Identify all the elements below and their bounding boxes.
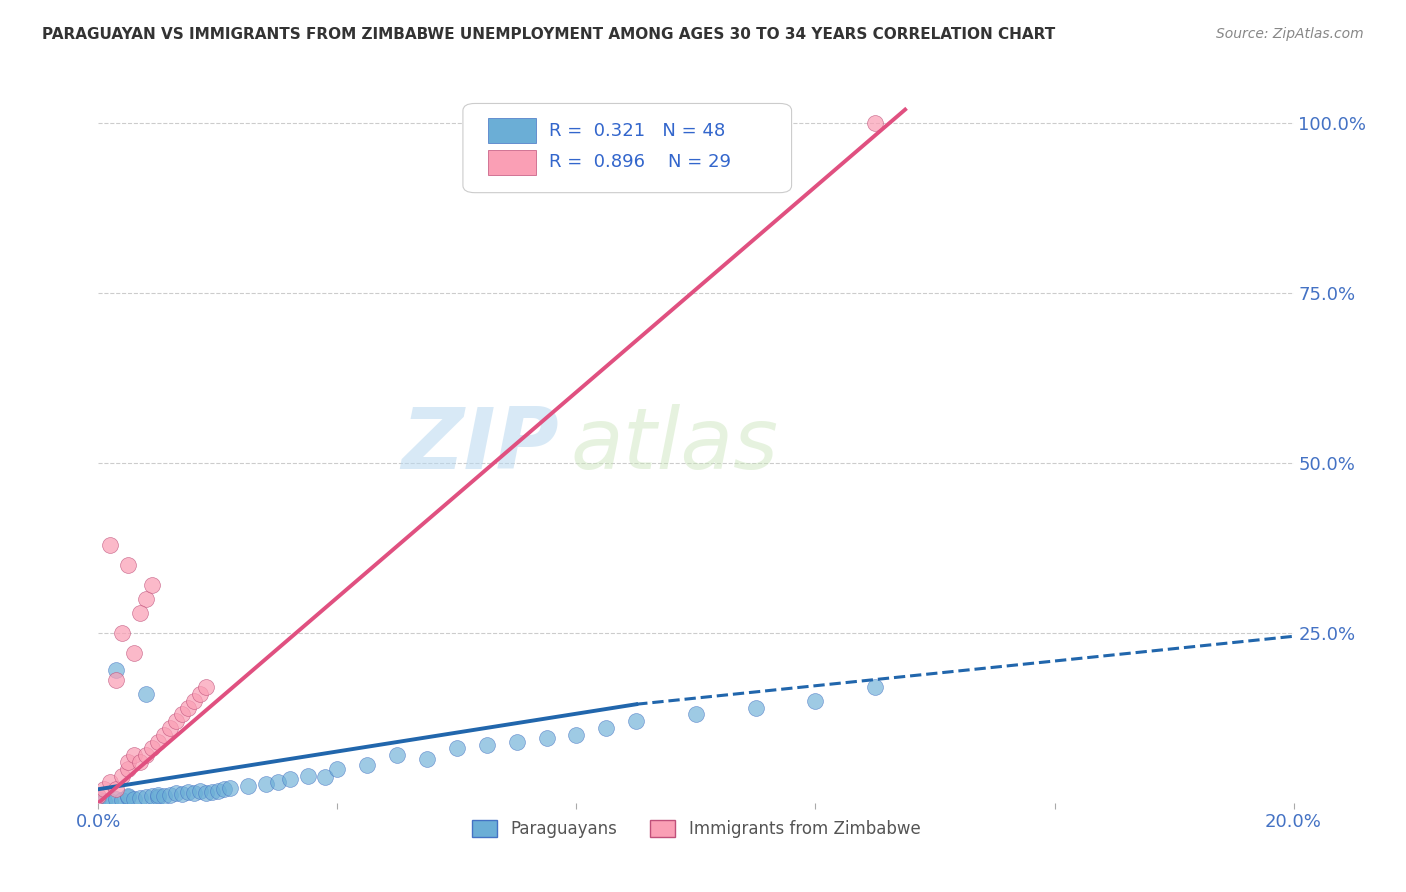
- Point: [183, 786, 205, 800]
- FancyBboxPatch shape: [488, 150, 536, 175]
- Point: [135, 789, 157, 804]
- Point: [188, 687, 211, 701]
- Point: [195, 786, 218, 800]
- FancyBboxPatch shape: [488, 119, 536, 144]
- Point: [117, 762, 139, 776]
- Point: [536, 731, 558, 746]
- Point: [135, 591, 157, 606]
- Point: [385, 748, 409, 763]
- Point: [254, 777, 277, 791]
- Point: [141, 578, 163, 592]
- Point: [865, 680, 887, 694]
- Point: [117, 790, 139, 805]
- Text: R =  0.321   N = 48: R = 0.321 N = 48: [548, 121, 725, 139]
- Point: [159, 788, 181, 802]
- Text: atlas: atlas: [571, 404, 779, 488]
- Point: [124, 646, 146, 660]
- Point: [804, 694, 827, 708]
- Point: [219, 780, 242, 795]
- Point: [626, 714, 648, 729]
- Point: [98, 794, 122, 808]
- Point: [165, 714, 187, 729]
- Point: [148, 734, 170, 748]
- Point: [745, 700, 768, 714]
- Point: [177, 700, 200, 714]
- Point: [685, 707, 707, 722]
- Point: [93, 782, 115, 797]
- Point: [153, 789, 176, 803]
- Point: [506, 734, 529, 748]
- Point: [565, 728, 588, 742]
- Point: [105, 792, 128, 806]
- Point: [212, 782, 235, 797]
- Point: [326, 762, 349, 776]
- Point: [141, 789, 163, 803]
- Point: [124, 791, 146, 805]
- Point: [129, 791, 152, 805]
- Point: [117, 558, 139, 572]
- Point: [183, 694, 205, 708]
- Point: [356, 758, 378, 772]
- Text: ZIP: ZIP: [401, 404, 558, 488]
- Point: [124, 748, 146, 763]
- Point: [475, 738, 498, 752]
- Text: Source: ZipAtlas.com: Source: ZipAtlas.com: [1216, 27, 1364, 41]
- Point: [117, 789, 139, 803]
- Point: [297, 769, 319, 783]
- FancyBboxPatch shape: [463, 103, 792, 193]
- Point: [188, 783, 211, 797]
- Point: [98, 775, 122, 789]
- Point: [135, 748, 157, 763]
- Point: [87, 792, 110, 806]
- Point: [446, 741, 468, 756]
- Point: [117, 755, 139, 769]
- Point: [267, 775, 290, 789]
- Point: [87, 789, 110, 803]
- Point: [236, 779, 259, 793]
- Point: [153, 728, 176, 742]
- Point: [159, 721, 181, 735]
- Point: [93, 794, 115, 808]
- Point: [111, 626, 134, 640]
- Point: [111, 769, 134, 783]
- Point: [105, 782, 128, 797]
- Point: [111, 793, 134, 807]
- Point: [278, 772, 301, 786]
- Point: [148, 788, 170, 802]
- Point: [865, 116, 887, 130]
- Point: [135, 687, 157, 701]
- Point: [207, 783, 229, 797]
- Point: [98, 537, 122, 551]
- Point: [165, 786, 187, 800]
- Point: [129, 606, 152, 620]
- Point: [172, 707, 194, 722]
- Point: [141, 741, 163, 756]
- Point: [595, 721, 617, 735]
- Point: [148, 790, 170, 805]
- Point: [172, 787, 194, 801]
- Point: [129, 755, 152, 769]
- Point: [201, 785, 224, 799]
- Point: [416, 751, 439, 765]
- Point: [315, 770, 337, 784]
- Legend: Paraguayans, Immigrants from Zimbabwe: Paraguayans, Immigrants from Zimbabwe: [465, 813, 927, 845]
- Point: [105, 673, 128, 688]
- Point: [105, 663, 128, 677]
- Point: [177, 785, 200, 799]
- Point: [195, 680, 218, 694]
- Text: PARAGUAYAN VS IMMIGRANTS FROM ZIMBABWE UNEMPLOYMENT AMONG AGES 30 TO 34 YEARS CO: PARAGUAYAN VS IMMIGRANTS FROM ZIMBABWE U…: [42, 27, 1056, 42]
- Text: R =  0.896    N = 29: R = 0.896 N = 29: [548, 153, 731, 171]
